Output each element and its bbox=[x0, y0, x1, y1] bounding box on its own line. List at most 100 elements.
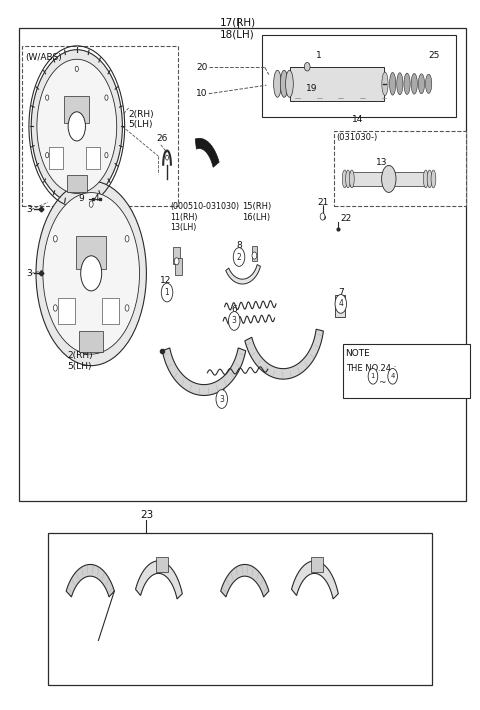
Ellipse shape bbox=[342, 170, 347, 188]
Ellipse shape bbox=[89, 339, 93, 346]
Text: 1: 1 bbox=[316, 51, 322, 60]
Text: 3: 3 bbox=[219, 395, 224, 403]
Bar bbox=[252, 246, 257, 261]
Text: 9: 9 bbox=[78, 195, 84, 203]
Ellipse shape bbox=[335, 295, 347, 313]
Ellipse shape bbox=[346, 170, 350, 188]
Polygon shape bbox=[226, 265, 261, 284]
Text: 23: 23 bbox=[140, 510, 153, 520]
Ellipse shape bbox=[396, 72, 403, 94]
Text: 20: 20 bbox=[196, 63, 207, 72]
Bar bbox=[350, 172, 425, 186]
Ellipse shape bbox=[75, 181, 78, 187]
Ellipse shape bbox=[46, 95, 49, 100]
Bar bbox=[22, 46, 178, 206]
Text: 4: 4 bbox=[338, 300, 343, 308]
Bar bbox=[290, 67, 384, 101]
Bar bbox=[156, 557, 168, 572]
Bar bbox=[48, 532, 432, 685]
Bar bbox=[49, 147, 63, 168]
Ellipse shape bbox=[68, 111, 85, 141]
Ellipse shape bbox=[161, 283, 173, 302]
Text: 8: 8 bbox=[236, 241, 242, 250]
Ellipse shape bbox=[53, 305, 57, 311]
Bar bbox=[86, 147, 100, 168]
Text: NOTE: NOTE bbox=[346, 349, 371, 359]
Polygon shape bbox=[195, 138, 219, 168]
Text: THE NO.24 :: THE NO.24 : bbox=[346, 364, 396, 373]
Ellipse shape bbox=[125, 305, 129, 311]
Text: 3: 3 bbox=[232, 317, 237, 325]
Polygon shape bbox=[135, 561, 182, 599]
Ellipse shape bbox=[252, 252, 257, 259]
Ellipse shape bbox=[43, 192, 140, 354]
Bar bbox=[79, 332, 103, 352]
Ellipse shape bbox=[404, 73, 410, 94]
Polygon shape bbox=[291, 561, 338, 599]
Text: 3: 3 bbox=[26, 205, 32, 214]
Text: 12: 12 bbox=[160, 276, 171, 285]
Bar bbox=[58, 298, 75, 324]
Text: 6: 6 bbox=[219, 383, 225, 392]
Ellipse shape bbox=[411, 73, 418, 94]
Text: 7: 7 bbox=[338, 288, 344, 297]
Ellipse shape bbox=[390, 72, 396, 95]
Ellipse shape bbox=[382, 72, 388, 95]
Bar bbox=[335, 295, 345, 317]
Text: 2(RH)
5(LH): 2(RH) 5(LH) bbox=[129, 110, 154, 129]
Text: 3: 3 bbox=[26, 269, 32, 278]
Text: 4: 4 bbox=[94, 195, 99, 203]
Ellipse shape bbox=[427, 170, 432, 188]
Ellipse shape bbox=[37, 59, 117, 193]
Ellipse shape bbox=[105, 95, 108, 100]
Ellipse shape bbox=[423, 170, 428, 188]
Polygon shape bbox=[245, 329, 324, 379]
Ellipse shape bbox=[174, 258, 179, 265]
Text: 1: 1 bbox=[371, 373, 375, 379]
Text: (W/ABS): (W/ABS) bbox=[25, 53, 62, 62]
Ellipse shape bbox=[286, 70, 293, 97]
Ellipse shape bbox=[166, 155, 168, 160]
Polygon shape bbox=[162, 348, 246, 395]
Bar bbox=[19, 28, 466, 501]
Ellipse shape bbox=[388, 368, 397, 384]
Text: 25: 25 bbox=[429, 51, 440, 60]
Ellipse shape bbox=[75, 66, 78, 72]
Ellipse shape bbox=[81, 256, 102, 291]
Bar bbox=[67, 175, 87, 192]
Text: ~: ~ bbox=[378, 378, 385, 387]
Ellipse shape bbox=[105, 153, 108, 158]
Text: 21: 21 bbox=[317, 198, 328, 207]
Bar bbox=[64, 96, 89, 123]
Ellipse shape bbox=[349, 170, 354, 188]
Text: 10: 10 bbox=[196, 89, 207, 98]
Text: 22: 22 bbox=[341, 214, 352, 223]
Bar bbox=[311, 557, 323, 572]
Bar bbox=[262, 36, 456, 117]
Ellipse shape bbox=[368, 368, 378, 384]
Text: (031030-): (031030-) bbox=[336, 133, 377, 143]
Ellipse shape bbox=[36, 181, 146, 366]
Ellipse shape bbox=[233, 248, 245, 266]
Text: 13: 13 bbox=[376, 158, 387, 167]
Polygon shape bbox=[66, 564, 114, 597]
Text: 15(RH)
16(LH): 15(RH) 16(LH) bbox=[242, 202, 272, 222]
Bar bbox=[173, 247, 180, 264]
Text: 17(RH)
18(LH): 17(RH) 18(LH) bbox=[219, 18, 256, 39]
Ellipse shape bbox=[382, 165, 396, 192]
Ellipse shape bbox=[431, 170, 436, 188]
Bar bbox=[334, 131, 466, 206]
Bar bbox=[175, 258, 182, 275]
Text: 26: 26 bbox=[156, 134, 168, 143]
Bar bbox=[76, 236, 107, 268]
Text: 14: 14 bbox=[352, 115, 363, 124]
Ellipse shape bbox=[53, 236, 57, 242]
Bar bbox=[102, 298, 119, 324]
Ellipse shape bbox=[304, 62, 310, 71]
Text: 6: 6 bbox=[231, 305, 237, 314]
Ellipse shape bbox=[89, 201, 93, 207]
Bar bbox=[343, 344, 470, 398]
Ellipse shape bbox=[280, 70, 288, 97]
Text: 19: 19 bbox=[306, 84, 318, 93]
Ellipse shape bbox=[46, 153, 49, 158]
